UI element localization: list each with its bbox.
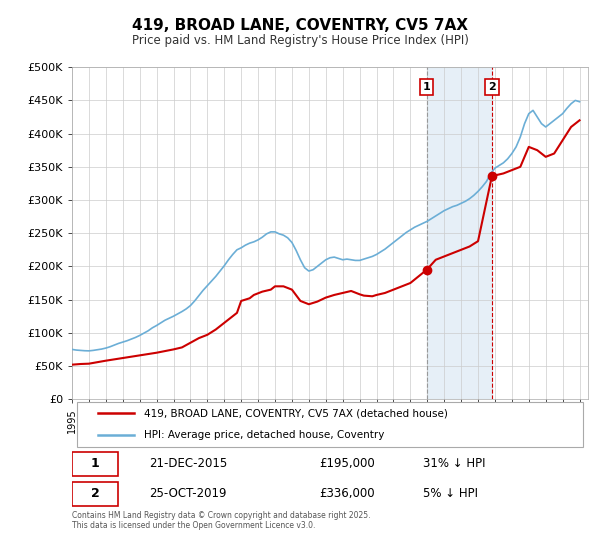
Text: 2: 2 — [488, 82, 496, 92]
Text: 25-OCT-2019: 25-OCT-2019 — [149, 487, 227, 500]
Text: 31% ↓ HPI: 31% ↓ HPI — [423, 458, 485, 470]
Text: 419, BROAD LANE, COVENTRY, CV5 7AX: 419, BROAD LANE, COVENTRY, CV5 7AX — [132, 18, 468, 32]
Text: Contains HM Land Registry data © Crown copyright and database right 2025.
This d: Contains HM Land Registry data © Crown c… — [72, 511, 371, 530]
Text: 419, BROAD LANE, COVENTRY, CV5 7AX (detached house): 419, BROAD LANE, COVENTRY, CV5 7AX (deta… — [144, 408, 448, 418]
Text: 1: 1 — [423, 82, 431, 92]
Bar — [427, 67, 492, 399]
Text: 1: 1 — [91, 458, 100, 470]
Text: Price paid vs. HM Land Registry's House Price Index (HPI): Price paid vs. HM Land Registry's House … — [131, 34, 469, 48]
Text: 21-DEC-2015: 21-DEC-2015 — [149, 458, 227, 470]
Text: 5% ↓ HPI: 5% ↓ HPI — [423, 487, 478, 500]
FancyBboxPatch shape — [72, 452, 118, 476]
Text: £336,000: £336,000 — [320, 487, 376, 500]
Text: HPI: Average price, detached house, Coventry: HPI: Average price, detached house, Cove… — [144, 430, 385, 440]
FancyBboxPatch shape — [77, 402, 583, 447]
Text: 2: 2 — [91, 487, 100, 500]
FancyBboxPatch shape — [72, 482, 118, 506]
Text: £195,000: £195,000 — [320, 458, 376, 470]
